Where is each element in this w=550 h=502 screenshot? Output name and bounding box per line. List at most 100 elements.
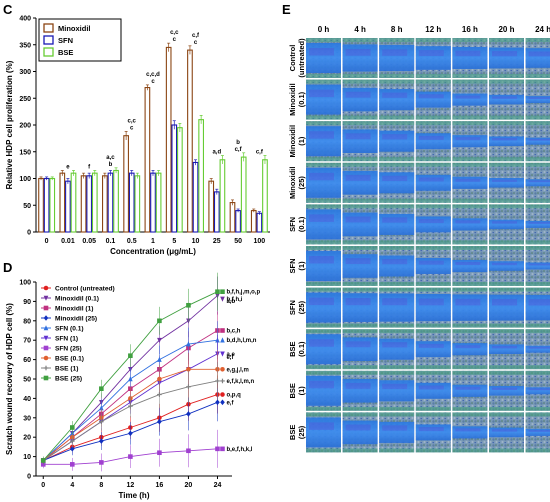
legend-label: BSE (0.1) — [55, 356, 84, 363]
data-point — [99, 460, 104, 465]
data-point — [220, 296, 225, 302]
micrograph-cell — [489, 246, 524, 286]
micrograph-cell — [342, 246, 378, 286]
data-point — [128, 376, 133, 382]
micrograph-cell — [525, 79, 550, 120]
data-point — [40, 458, 46, 463]
condition-row-label: Minoxidil(0.1) — [288, 83, 306, 116]
legend-label: Minoxidil (1) — [55, 306, 93, 313]
y-tick-label: 90 — [23, 299, 31, 306]
significance-label: o,p,q — [226, 393, 241, 399]
data-point — [186, 367, 191, 372]
data-point — [99, 405, 104, 411]
micrograph-cell — [452, 162, 488, 203]
condition-row-label: SFN(0.1) — [288, 216, 306, 232]
legend-label: SFN (1) — [55, 336, 78, 343]
significance-label: c,c,d — [146, 72, 160, 78]
micrograph-cell — [489, 204, 524, 245]
significance-label: b,c,h — [226, 329, 240, 335]
condition-row-label-line: (1) — [297, 261, 306, 271]
data-point — [69, 438, 75, 444]
data-point — [186, 384, 191, 390]
y-tick-label: 0 — [27, 230, 31, 237]
y-tick-label: 100 — [19, 280, 31, 287]
condition-row-label-line: (25) — [297, 300, 306, 314]
data-point — [215, 289, 220, 294]
micrograph-cell — [415, 79, 451, 120]
micrograph-cell — [415, 121, 451, 162]
y-tick-label: 30 — [23, 415, 31, 422]
data-point — [69, 462, 75, 467]
micrograph-cell — [452, 370, 488, 411]
bar — [134, 175, 141, 233]
significance-label: e,f,k,l,m,n — [226, 379, 254, 385]
legend-swatch — [43, 35, 54, 45]
micrograph-cell — [525, 370, 550, 411]
micrograph-cell — [489, 287, 524, 328]
time-column-header: 0 h — [318, 25, 330, 34]
micrograph-cell — [489, 412, 524, 453]
data-point — [186, 341, 191, 347]
bar — [219, 159, 226, 233]
micrograph-cell — [342, 38, 378, 78]
micrograph-cell — [379, 38, 415, 78]
micrograph-cell — [379, 204, 415, 245]
data-point — [128, 403, 133, 409]
data-point — [43, 355, 49, 361]
significance-label: a,b — [226, 299, 235, 305]
condition-row-label-line: Minoxidil — [288, 125, 297, 158]
micrograph-cell — [306, 121, 341, 162]
x-tick-label: 24 — [214, 482, 222, 489]
data-point — [220, 351, 225, 357]
panel-letter-e: E — [282, 2, 291, 17]
data-point — [128, 430, 133, 437]
y-tick-label: 150 — [19, 149, 31, 156]
micrograph-cell — [379, 121, 415, 162]
image-grid-panel-e: 0 h 4 h 8 h 12 h 16 h 20 h 24 h Control(untreat… — [288, 25, 550, 453]
micrograph-cell — [379, 246, 415, 286]
x-tick-label: 20 — [185, 482, 193, 489]
data-point — [43, 305, 49, 311]
y-tick-label: 20 — [23, 435, 31, 442]
legend-label: SFN (0.1) — [55, 326, 84, 333]
micrograph-cell — [525, 162, 550, 203]
x-tick-label: 5 — [172, 238, 176, 245]
bar — [256, 212, 263, 233]
micrograph-cell — [306, 329, 341, 370]
bar — [102, 175, 108, 233]
bar — [38, 177, 44, 233]
time-column-header: 16 h — [462, 25, 478, 34]
condition-row-label-line: (25) — [297, 425, 306, 439]
condition-row-label-line: (0.1) — [297, 216, 306, 232]
condition-row-label-line: (untreated) — [297, 38, 306, 78]
panel-letter-c: C — [3, 2, 13, 17]
x-tick-label: 12 — [126, 482, 134, 489]
data-point — [157, 337, 162, 343]
legend-label: SFN (25) — [55, 346, 82, 353]
micrograph-cell — [452, 121, 488, 162]
x-tick-label: 100 — [254, 238, 266, 245]
legend-swatch — [43, 47, 54, 57]
condition-row-label: Minoxidil(25) — [288, 167, 306, 200]
micrograph-cell — [415, 412, 451, 453]
condition-row-label: SFN(25) — [288, 300, 306, 315]
condition-row-label-line: (0.1) — [297, 91, 306, 107]
micrograph-cell — [452, 79, 488, 120]
data-point — [69, 446, 75, 452]
significance-label: b,f,h,j,m,o,p — [226, 290, 260, 296]
condition-row-label-line: SFN — [288, 300, 297, 315]
y-tick-label: 50 — [23, 377, 31, 384]
bar — [250, 210, 257, 233]
condition-row-label-line: SFN — [288, 217, 297, 232]
micrograph-cell — [525, 329, 550, 370]
y-tick-label: 300 — [19, 69, 31, 76]
condition-row-label-line: (1) — [297, 386, 306, 396]
bar — [177, 127, 183, 233]
significance-label: c,c — [170, 30, 179, 36]
y-axis-title: Relative HDP cell proliferation (%) — [5, 60, 14, 189]
micrograph-cell — [489, 79, 524, 120]
significance-label: c — [173, 37, 177, 43]
micrograph-cell — [342, 79, 378, 120]
micrograph-cell — [342, 204, 378, 245]
